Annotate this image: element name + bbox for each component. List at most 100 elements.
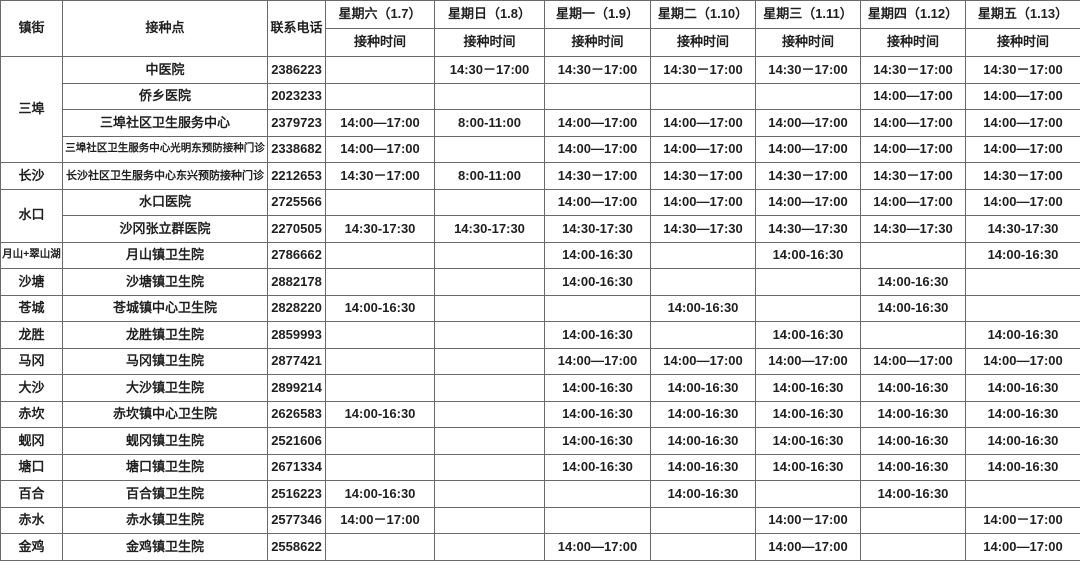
- time-cell-sun-empty: [435, 481, 545, 508]
- town-cell: 长沙: [1, 163, 63, 190]
- site-cell: 百合镇卫生院: [63, 481, 268, 508]
- time-cell-wed: 14:00—17:00: [756, 189, 861, 216]
- phone-cell: 2558622: [268, 534, 326, 561]
- time-cell-thu: 14:30－17:00: [861, 57, 966, 84]
- time-cell-fri: 14:00—17:00: [966, 83, 1080, 110]
- header-day-tue: 星期二（1.10）: [651, 1, 756, 29]
- site-cell: 侨乡医院: [63, 83, 268, 110]
- time-cell-sun: 8:00-11:00: [435, 163, 545, 190]
- phone-cell: 2577346: [268, 507, 326, 534]
- site-cell: 马冈镇卫生院: [63, 348, 268, 375]
- site-cell: 蚬冈镇卫生院: [63, 428, 268, 455]
- time-cell-thu-empty: [861, 242, 966, 269]
- time-cell-mon: 14:00—17:00: [545, 189, 651, 216]
- time-cell-thu-empty: [861, 534, 966, 561]
- time-cell-sun-empty: [435, 189, 545, 216]
- time-cell-sun-empty: [435, 269, 545, 296]
- table-header: 镇街接种点联系电话星期六（1.7）星期日（1.8）星期一（1.9）星期二（1.1…: [1, 1, 1080, 57]
- time-cell-sat: 14:00-16:30: [326, 401, 435, 428]
- time-cell-tue: 14:30－17:00: [651, 163, 756, 190]
- time-cell-sun-empty: [435, 454, 545, 481]
- time-cell-tue-empty: [651, 269, 756, 296]
- time-cell-sun-empty: [435, 534, 545, 561]
- phone-cell: 2725566: [268, 189, 326, 216]
- phone-cell: 2899214: [268, 375, 326, 402]
- town-cell: 沙塘: [1, 269, 63, 296]
- time-cell-thu: 14:30－17:00: [861, 163, 966, 190]
- time-cell-fri-empty: [966, 481, 1080, 508]
- phone-cell: 2828220: [268, 295, 326, 322]
- time-cell-sun: 14:30-17:30: [435, 216, 545, 243]
- time-cell-mon: 14:00—17:00: [545, 534, 651, 561]
- time-cell-thu: 14:00-16:30: [861, 481, 966, 508]
- time-cell-tue: 14:00—17:00: [651, 348, 756, 375]
- header-day-sun: 星期日（1.8）: [435, 1, 545, 29]
- time-cell-thu: 14:00—17:00: [861, 348, 966, 375]
- time-cell-wed: 14:00-16:30: [756, 242, 861, 269]
- time-cell-wed: 14:00—17:00: [756, 110, 861, 137]
- time-cell-fri: 14:30－17:00: [966, 163, 1080, 190]
- time-cell-wed: 14:00—17:00: [756, 136, 861, 163]
- time-cell-fri: 14:00—17:00: [966, 534, 1080, 561]
- time-cell-sat-empty: [326, 83, 435, 110]
- time-cell-mon: 14:00—17:00: [545, 348, 651, 375]
- time-cell-mon: 14:30－17:00: [545, 57, 651, 84]
- time-cell-thu: 14:00-16:30: [861, 295, 966, 322]
- time-cell-wed-empty: [756, 481, 861, 508]
- header-town: 镇街: [1, 1, 63, 57]
- time-cell-tue: 14:00—17:00: [651, 189, 756, 216]
- time-cell-thu: 14:00-16:30: [861, 428, 966, 455]
- time-cell-sat-empty: [326, 534, 435, 561]
- time-cell-sun-empty: [435, 401, 545, 428]
- time-cell-wed: 14:00-16:30: [756, 428, 861, 455]
- phone-cell: 2521606: [268, 428, 326, 455]
- header-day-wed: 星期三（1.11）: [756, 1, 861, 29]
- phone-cell: 2516223: [268, 481, 326, 508]
- time-cell-mon: 14:00-16:30: [545, 269, 651, 296]
- phone-cell: 2023233: [268, 83, 326, 110]
- time-cell-sat-empty: [326, 189, 435, 216]
- time-cell-sun-empty: [435, 375, 545, 402]
- time-cell-mon-empty: [545, 507, 651, 534]
- time-cell-sat: 14:00-16:30: [326, 295, 435, 322]
- time-cell-tue-empty: [651, 322, 756, 349]
- time-cell-tue-empty: [651, 242, 756, 269]
- time-cell-mon: 14:00—17:00: [545, 136, 651, 163]
- time-cell-fri: 14:00-16:30: [966, 375, 1080, 402]
- site-cell: 月山镇卫生院: [63, 242, 268, 269]
- time-cell-sat: 14:00－17:00: [326, 507, 435, 534]
- time-cell-sun-empty: [435, 348, 545, 375]
- header-day-mon: 星期一（1.9）: [545, 1, 651, 29]
- time-cell-thu: 14:00—17:00: [861, 189, 966, 216]
- header-time-label-fri: 接种时间: [966, 29, 1080, 57]
- time-cell-wed: 14:00-16:30: [756, 322, 861, 349]
- town-cell: 三埠: [1, 57, 63, 163]
- town-cell: 月山+翠山湖: [1, 242, 63, 269]
- time-cell-mon: 14:00-16:30: [545, 322, 651, 349]
- time-cell-fri: 14:00-16:30: [966, 428, 1080, 455]
- time-cell-sun-empty: [435, 242, 545, 269]
- header-time-label-sun: 接种时间: [435, 29, 545, 57]
- time-cell-wed-empty: [756, 83, 861, 110]
- time-cell-mon: 14:00—17:00: [545, 110, 651, 137]
- time-cell-tue: 14:00-16:30: [651, 481, 756, 508]
- time-cell-thu: 14:00-16:30: [861, 401, 966, 428]
- site-cell: 三埠社区卫生服务中心光明东预防接种门诊: [63, 136, 268, 163]
- time-cell-sat: 14:00—17:00: [326, 136, 435, 163]
- time-cell-sat-empty: [326, 454, 435, 481]
- time-cell-sat-empty: [326, 428, 435, 455]
- time-cell-mon: 14:00-16:30: [545, 401, 651, 428]
- header-time-label-thu: 接种时间: [861, 29, 966, 57]
- site-cell: 赤水镇卫生院: [63, 507, 268, 534]
